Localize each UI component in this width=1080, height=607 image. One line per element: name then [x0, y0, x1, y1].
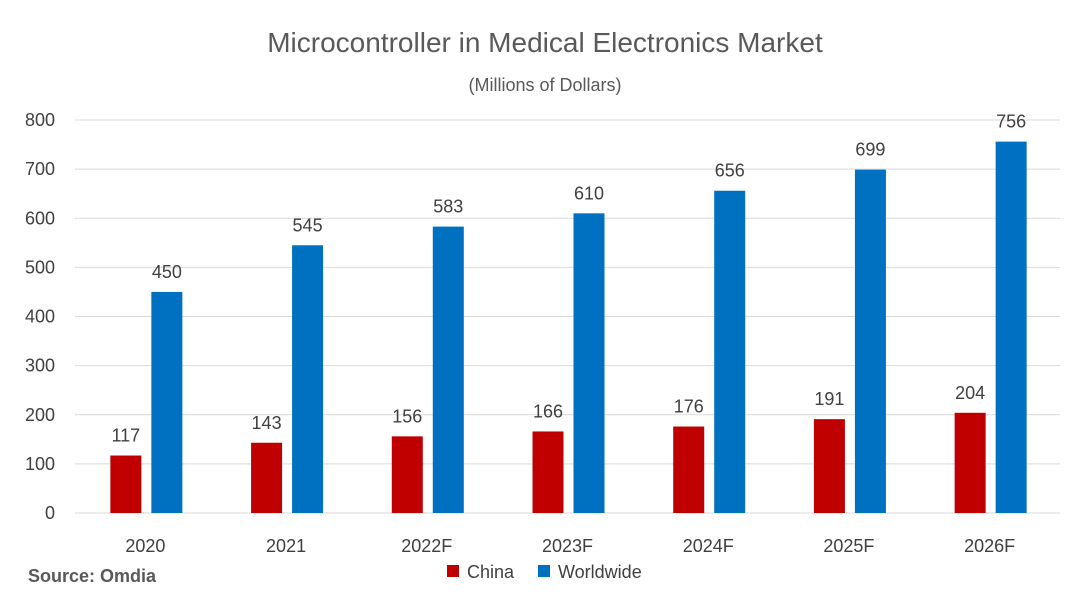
x-tick-label: 2024F [683, 536, 734, 556]
data-label-worldwide-2026f: 756 [996, 112, 1026, 132]
bar-worldwide-2024f [714, 190, 746, 514]
legend-label-china: China [467, 562, 515, 582]
data-label-worldwide-2024f: 656 [715, 161, 745, 181]
chart-subtitle: (Millions of Dollars) [468, 75, 621, 95]
legend: China Worldwide [447, 562, 642, 582]
x-tick-label: 2020 [125, 536, 165, 556]
y-tick-label: 300 [25, 356, 55, 376]
y-tick-label: 0 [45, 503, 55, 523]
data-label-worldwide-2022f: 583 [433, 197, 463, 217]
x-tick-label: 2021 [266, 536, 306, 556]
legend-swatch-china [447, 565, 459, 577]
bars [110, 141, 1027, 514]
chart-title: Microcontroller in Medical Electronics M… [267, 27, 823, 58]
data-label-china-2026f: 204 [955, 383, 985, 403]
bar-china-2025f [813, 419, 845, 513]
data-label-worldwide-2021: 545 [293, 215, 323, 235]
data-label-worldwide-2025f: 699 [855, 140, 885, 160]
legend-swatch-worldwide [538, 565, 550, 577]
bar-china-2024f [673, 426, 705, 513]
y-tick-label: 800 [25, 110, 55, 130]
bar-china-2021 [251, 442, 283, 513]
y-tick-label: 700 [25, 159, 55, 179]
bar-worldwide-2022f [432, 226, 464, 513]
data-label-china-2023f: 166 [533, 401, 563, 421]
bar-china-2023f [532, 431, 564, 513]
gridlines [75, 119, 1060, 514]
bar-worldwide-2026f [995, 141, 1027, 514]
bar-worldwide-2025f [854, 169, 886, 513]
x-tick-label: 2025F [823, 536, 874, 556]
data-labels: 117 450 143 545 156 583 166 610 176 656 191 699 204 7… [112, 112, 1027, 446]
y-tick-label: 100 [25, 454, 55, 474]
bar-china-2022f [391, 436, 423, 513]
x-tick-label: 2022F [401, 536, 452, 556]
bar-worldwide-2020 [151, 291, 183, 513]
data-label-china-2022f: 156 [392, 406, 422, 426]
legend-label-worldwide: Worldwide [558, 562, 642, 582]
data-label-china-2020: 117 [112, 426, 141, 446]
data-label-worldwide-2023f: 610 [574, 183, 604, 203]
y-tick-label: 200 [25, 405, 55, 425]
y-axis-ticks: 0 100 200 300 400 500 600 700 800 [25, 110, 55, 523]
y-tick-label: 500 [25, 257, 55, 277]
source-note: Source: Omdia [28, 566, 157, 586]
bar-china-2020 [110, 455, 142, 513]
y-tick-label: 400 [25, 307, 55, 327]
bar-worldwide-2023f [573, 213, 605, 513]
x-tick-label: 2026F [964, 536, 1015, 556]
y-tick-label: 600 [25, 208, 55, 228]
bar-worldwide-2021 [292, 245, 324, 514]
x-axis-ticks: 2020 2021 2022F 2023F 2024F 2025F 2026F [125, 536, 1015, 556]
data-label-worldwide-2020: 450 [152, 262, 182, 282]
data-label-china-2024f: 176 [674, 397, 704, 417]
bar-china-2026f [954, 412, 986, 513]
data-label-china-2021: 143 [252, 413, 282, 433]
x-tick-label: 2023F [542, 536, 593, 556]
data-label-china-2025f: 191 [814, 389, 844, 409]
